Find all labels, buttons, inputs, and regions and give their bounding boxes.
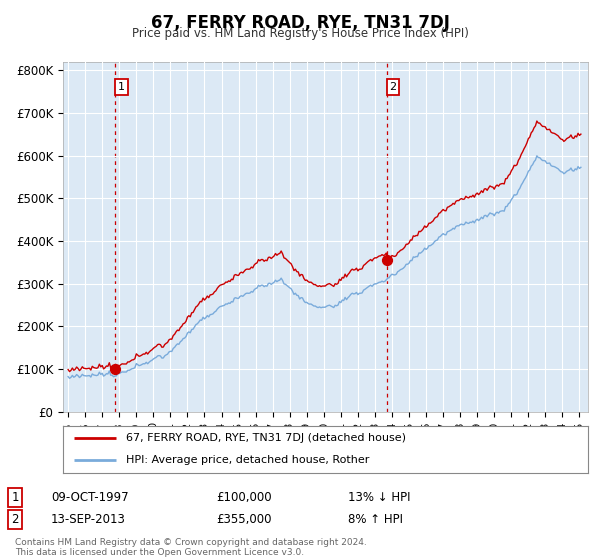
Text: 8% ↑ HPI: 8% ↑ HPI	[348, 513, 403, 526]
Text: 1: 1	[11, 491, 19, 504]
Text: 13-SEP-2013: 13-SEP-2013	[51, 513, 126, 526]
Text: £355,000: £355,000	[216, 513, 271, 526]
Text: Contains HM Land Registry data © Crown copyright and database right 2024.
This d: Contains HM Land Registry data © Crown c…	[15, 538, 367, 557]
Text: 1: 1	[118, 82, 125, 92]
Text: £100,000: £100,000	[216, 491, 272, 504]
Text: HPI: Average price, detached house, Rother: HPI: Average price, detached house, Roth…	[126, 455, 370, 465]
Text: 09-OCT-1997: 09-OCT-1997	[51, 491, 128, 504]
Point	[110, 365, 120, 374]
Text: 2: 2	[11, 513, 19, 526]
Text: 67, FERRY ROAD, RYE, TN31 7DJ: 67, FERRY ROAD, RYE, TN31 7DJ	[151, 14, 449, 32]
Text: 13% ↓ HPI: 13% ↓ HPI	[348, 491, 410, 504]
Text: 2: 2	[389, 82, 397, 92]
Text: 67, FERRY ROAD, RYE, TN31 7DJ (detached house): 67, FERRY ROAD, RYE, TN31 7DJ (detached …	[126, 433, 406, 444]
Point	[382, 255, 392, 264]
Text: Price paid vs. HM Land Registry's House Price Index (HPI): Price paid vs. HM Land Registry's House …	[131, 27, 469, 40]
